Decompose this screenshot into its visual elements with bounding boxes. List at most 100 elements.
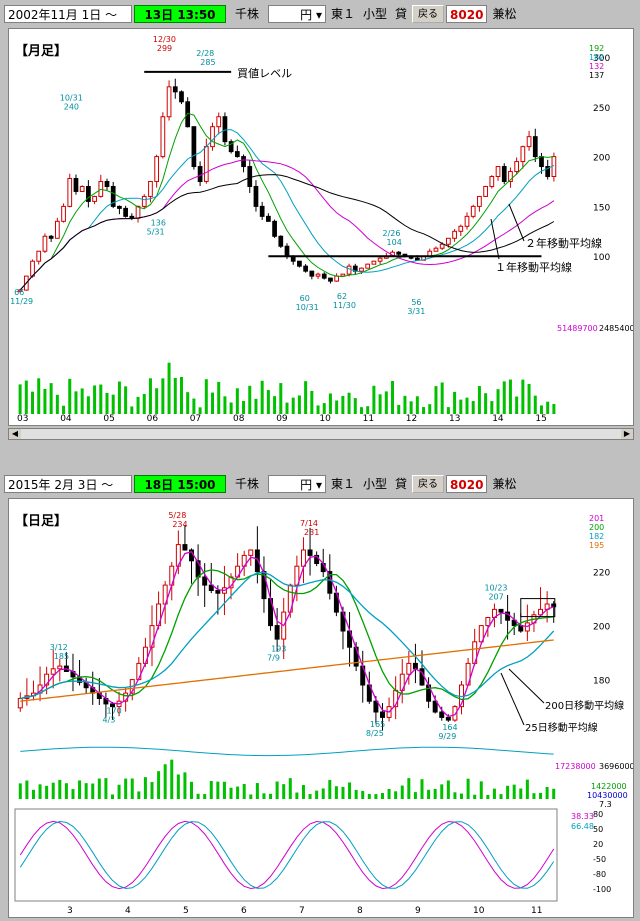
annotation-value: 136 bbox=[151, 218, 166, 227]
candle-body bbox=[274, 625, 280, 640]
candle-body bbox=[67, 178, 73, 207]
x-tick-label: 12 bbox=[406, 414, 417, 424]
price-unit-select[interactable]: 円 ▾ bbox=[268, 475, 326, 493]
volume-bar bbox=[282, 784, 286, 799]
volume-bar bbox=[78, 780, 82, 799]
x-tick-label: 11 bbox=[363, 414, 374, 424]
legend-value: 200 bbox=[589, 523, 604, 532]
volume-bar bbox=[321, 788, 325, 799]
y-tick-label: 200 bbox=[593, 154, 610, 164]
back-button[interactable]: 戻る bbox=[412, 475, 445, 493]
volume-bar bbox=[150, 782, 154, 799]
volume-bar bbox=[99, 384, 103, 414]
volume-bar bbox=[359, 407, 363, 414]
volume-bar bbox=[269, 793, 273, 799]
volume-bar bbox=[64, 783, 68, 799]
candle-body bbox=[346, 265, 352, 275]
volume-value: 7.3 bbox=[599, 800, 612, 809]
candle-body bbox=[50, 668, 56, 675]
candle-body bbox=[406, 662, 412, 675]
volume-bar bbox=[130, 406, 134, 414]
candle-body bbox=[261, 571, 267, 600]
volume-bar bbox=[490, 401, 494, 414]
volume-bar bbox=[484, 393, 488, 414]
pointer-line bbox=[490, 218, 500, 260]
candle-body bbox=[478, 625, 484, 643]
candle-body bbox=[166, 86, 172, 118]
volume-bar bbox=[24, 380, 28, 414]
x-tick-label: 10 bbox=[473, 906, 485, 916]
volume-bar bbox=[117, 784, 121, 799]
y-tick-label: 220 bbox=[593, 569, 610, 579]
candle-body bbox=[278, 235, 284, 247]
volume-bar bbox=[229, 402, 233, 414]
volume-bar bbox=[136, 396, 140, 414]
annotation-date: 10/31 bbox=[296, 303, 319, 312]
volume-value: 3696000 bbox=[599, 762, 633, 771]
volume-bar bbox=[545, 787, 549, 799]
x-tick-label: 07 bbox=[190, 414, 201, 424]
y-tick-label: 250 bbox=[593, 104, 610, 114]
monthly-scrollbar[interactable]: ◀ ▶ bbox=[8, 428, 634, 440]
candle-body bbox=[202, 576, 208, 586]
ma-1y-label: １年移動平均線 bbox=[495, 260, 572, 274]
volume-bar bbox=[533, 395, 537, 414]
annotation-date: 3/31 bbox=[407, 307, 425, 316]
x-tick-label: 08 bbox=[233, 414, 245, 424]
volume-bar bbox=[407, 778, 411, 799]
osc-value: 66.48 bbox=[571, 822, 594, 831]
volume-bar bbox=[512, 784, 516, 799]
volume-bar bbox=[515, 396, 519, 414]
volume-bar bbox=[552, 403, 556, 414]
volume-bar bbox=[222, 781, 226, 799]
volume-bar bbox=[341, 395, 345, 414]
volume-bar bbox=[400, 785, 404, 799]
candle-body bbox=[545, 166, 551, 178]
x-tick-label: 09 bbox=[276, 414, 288, 424]
osc-value: 38.33 bbox=[571, 812, 594, 821]
start-date-field[interactable]: 2002年11月 1日 ～ bbox=[4, 5, 132, 23]
scroll-left-icon[interactable]: ◀ bbox=[9, 429, 21, 439]
volume-bar bbox=[496, 389, 500, 414]
osc-tick-label: -100 bbox=[593, 885, 611, 894]
candle-body bbox=[380, 711, 385, 718]
candle-body bbox=[92, 195, 97, 202]
daily-panel: 2015年 2月 3日 ～ 18日 15:00 千株 円 ▾ 東１ 小型 貸 戻… bbox=[0, 470, 640, 920]
start-date-field[interactable]: 2015年 2月 3日 ～ bbox=[4, 475, 132, 493]
volume-bar bbox=[124, 778, 128, 799]
buy-level-label: 買値レベル bbox=[237, 67, 292, 80]
candle-body bbox=[210, 126, 215, 148]
annotation-date: 4/3 bbox=[102, 716, 115, 725]
candle-body bbox=[160, 116, 166, 158]
annotation-date: 9/29 bbox=[438, 732, 456, 741]
period-display: 13日 13:50 bbox=[134, 5, 226, 23]
volume-bar bbox=[142, 393, 146, 414]
volume-bar bbox=[167, 362, 171, 414]
candle-body bbox=[36, 250, 42, 262]
candle-body bbox=[294, 565, 300, 586]
volume-bar bbox=[525, 779, 529, 799]
volume-bar bbox=[124, 386, 128, 414]
candle-body bbox=[498, 608, 504, 613]
volume-bar bbox=[186, 392, 190, 414]
volume-value: 10430000 bbox=[587, 791, 628, 800]
candle-body bbox=[373, 700, 379, 713]
annotation-date: 2/26 bbox=[383, 229, 401, 238]
volume-bar bbox=[308, 794, 312, 799]
volume-bar bbox=[161, 378, 165, 414]
scroll-right-icon[interactable]: ▶ bbox=[621, 429, 633, 439]
annotation-value: 62 bbox=[337, 292, 347, 301]
volume-bar bbox=[413, 792, 417, 799]
volume-bar bbox=[62, 405, 66, 414]
candle-body bbox=[511, 619, 517, 627]
volume-bar bbox=[288, 778, 292, 799]
legend-value: 182 bbox=[589, 532, 604, 541]
volume-bar bbox=[275, 781, 279, 799]
price-unit-select[interactable]: 円 ▾ bbox=[268, 5, 326, 23]
annotation-date: 10/31 bbox=[60, 94, 83, 103]
candle-body bbox=[501, 166, 507, 182]
annotation-value: 207 bbox=[488, 593, 503, 602]
legend-value: 132 bbox=[589, 62, 604, 71]
candle-body bbox=[216, 116, 222, 128]
back-button[interactable]: 戻る bbox=[412, 5, 445, 23]
